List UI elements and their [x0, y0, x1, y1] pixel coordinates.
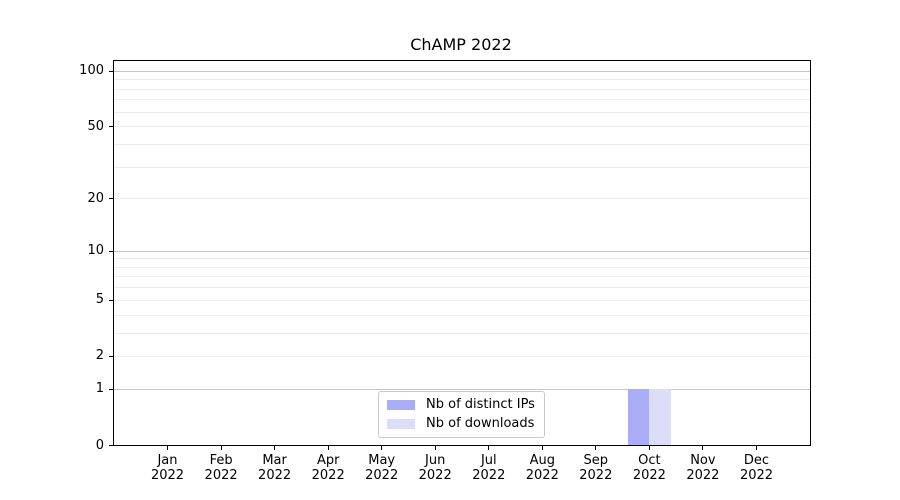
minor-gridline	[114, 126, 810, 128]
month-label: Jan	[157, 453, 178, 468]
x-axis-tick-label: Oct 2022	[617, 453, 681, 483]
x-axis-tick	[167, 445, 168, 450]
x-axis-tick	[488, 445, 490, 450]
x-axis-tick	[327, 445, 329, 450]
year-label: 2022	[150, 468, 185, 483]
bar-nb-of-distinct-ips	[628, 388, 650, 445]
y-axis-tick	[109, 250, 113, 252]
x-axis-tick-label: Aug 2022	[510, 453, 574, 483]
year-label: 2022	[365, 468, 399, 483]
x-axis-tick	[434, 445, 436, 450]
minor-gridline	[114, 79, 810, 81]
year-label: 2022	[311, 468, 345, 483]
minor-gridline	[114, 276, 810, 278]
year-label: 2022	[472, 468, 506, 483]
month-label: Jul	[480, 453, 497, 468]
x-axis-tick	[381, 445, 383, 450]
legend-item: Nb of downloads	[387, 416, 535, 432]
x-axis-tick	[220, 445, 222, 450]
y-axis-tick	[109, 445, 113, 446]
minor-gridline	[114, 355, 810, 357]
x-axis-tick-label: Jan 2022	[136, 453, 200, 483]
legend: Nb of distinct IPs Nb of downloads	[378, 391, 545, 438]
minor-gridline	[114, 266, 810, 268]
x-axis-tick-label: Jul 2022	[457, 453, 521, 483]
major-gridline	[114, 388, 810, 390]
y-axis-tick-label: 5	[95, 292, 104, 308]
y-axis-tick-label: 100	[79, 63, 104, 79]
minor-gridline	[114, 314, 810, 316]
minor-gridline	[114, 287, 810, 289]
y-axis-tick-label: 2	[95, 348, 104, 364]
y-axis-tick	[109, 70, 113, 72]
y-axis-tick-label: 20	[87, 190, 104, 206]
y-axis-tick	[109, 355, 113, 357]
year-label: 2022	[525, 468, 559, 483]
year-label: 2022	[739, 468, 774, 483]
minor-gridline	[114, 143, 810, 145]
legend-swatch	[387, 400, 415, 410]
y-axis-tick	[109, 126, 113, 128]
y-axis-tick-label: 50	[87, 118, 104, 134]
y-axis-tick	[109, 388, 113, 390]
year-label: 2022	[686, 468, 720, 483]
x-axis-tick-label: May 2022	[350, 453, 414, 483]
month-label: Oct	[638, 453, 661, 468]
minor-gridline	[114, 88, 810, 90]
x-axis-tick	[595, 445, 597, 450]
month-label: Mar	[262, 453, 287, 468]
year-label: 2022	[418, 468, 452, 483]
bar-nb-of-downloads	[649, 388, 671, 445]
year-label: 2022	[579, 468, 613, 483]
month-label: Apr	[316, 453, 340, 468]
month-label: Jun	[425, 453, 446, 468]
month-label: Sep	[583, 453, 609, 468]
y-axis-tick-label: 10	[87, 243, 104, 259]
year-label: 2022	[204, 468, 238, 483]
minor-gridline	[114, 258, 810, 260]
x-axis-tick	[541, 445, 543, 450]
x-axis-tick	[756, 445, 757, 450]
legend-swatch	[387, 419, 415, 429]
major-gridline	[114, 250, 810, 252]
x-axis-tick-label: Nov 2022	[671, 453, 735, 483]
major-gridline	[114, 70, 810, 72]
x-axis-tick	[648, 445, 650, 450]
y-axis-tick-label: 0	[95, 437, 104, 453]
y-axis-tick	[109, 299, 113, 301]
minor-gridline	[114, 99, 810, 101]
x-axis-tick-label: Jun 2022	[403, 453, 467, 483]
year-label: 2022	[258, 468, 292, 483]
year-label: 2022	[632, 468, 666, 483]
plot-area: 0 1 2 5 10 20 50 100 Jan 2022 Feb 2022 Mar 2022 Apr 202…	[79, 60, 811, 483]
minor-gridline	[114, 332, 810, 334]
legend-label: Nb of downloads	[426, 416, 535, 431]
legend-item: Nb of distinct IPs	[387, 397, 535, 413]
month-label: May	[368, 453, 396, 468]
month-label: Dec	[743, 453, 770, 468]
y-axis-tick	[109, 198, 113, 200]
x-axis-tick	[702, 445, 704, 450]
minor-gridline	[114, 111, 810, 113]
x-axis-tick-label: Dec 2022	[725, 453, 789, 483]
chart-title: ChAMP 2022	[410, 35, 512, 54]
month-label: Feb	[209, 453, 233, 468]
minor-gridline	[114, 299, 810, 301]
month-label: Nov	[690, 453, 716, 468]
x-axis-tick-label: Feb 2022	[189, 453, 253, 483]
minor-gridline	[114, 198, 810, 200]
x-axis-tick-label: Apr 2022	[296, 453, 360, 483]
x-axis-tick	[274, 445, 276, 450]
month-label: Aug	[529, 453, 555, 468]
x-axis-tick-label: Sep 2022	[564, 453, 628, 483]
legend-label: Nb of distinct IPs	[426, 397, 535, 412]
y-axis-tick-label: 1	[95, 381, 104, 397]
minor-gridline	[114, 166, 810, 168]
x-axis-tick-label: Mar 2022	[243, 453, 307, 483]
